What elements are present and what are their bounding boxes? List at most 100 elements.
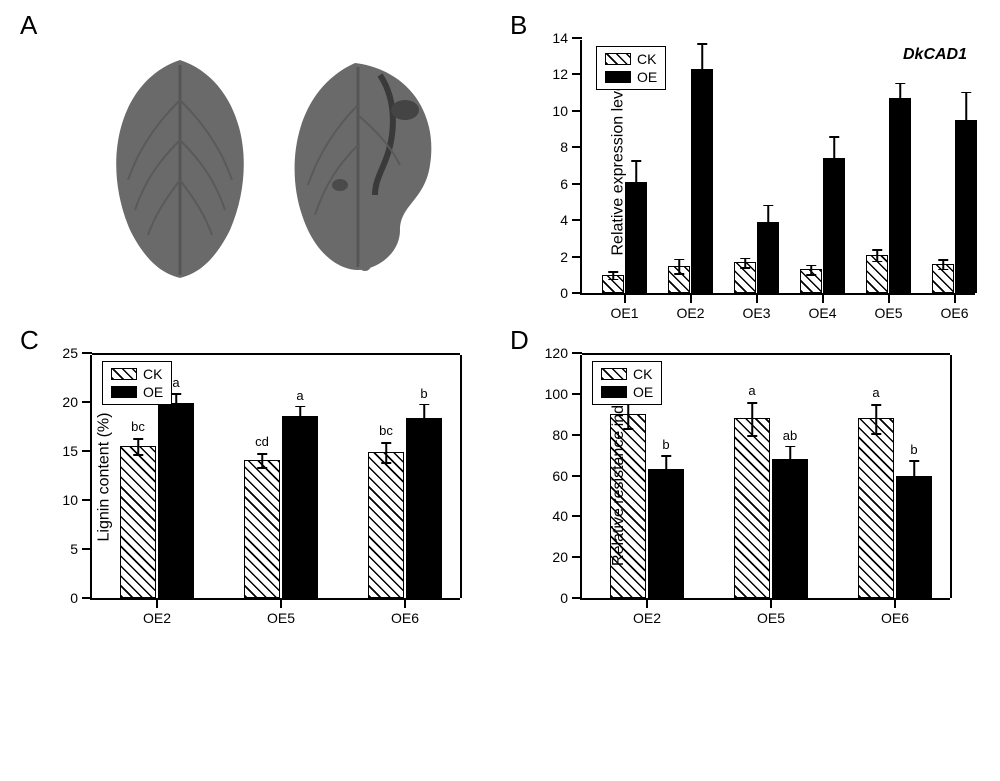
bar-oe [757, 222, 779, 293]
ytick: 100 [572, 393, 582, 395]
bar-ck [668, 266, 690, 293]
ytick: 60 [572, 475, 582, 477]
sig-label: bc [131, 419, 145, 434]
sig-label: b [420, 386, 427, 401]
bar-oe [889, 98, 911, 293]
ylabel-d: Relative resistance index [610, 388, 628, 566]
legend-c: CK OE [102, 361, 172, 405]
ytick: 12 [572, 73, 582, 75]
xtick: OE5 [280, 598, 282, 608]
sig-label: a [296, 388, 303, 403]
chart-d: abaabab Relative resistance index CK OE … [580, 355, 950, 600]
sig-label: cd [255, 434, 269, 449]
ytick: 0 [82, 597, 92, 599]
xtick: OE5 [888, 293, 890, 303]
ytick: 80 [572, 434, 582, 436]
legend-b: CK OE [596, 46, 666, 90]
legend-ck-d: CK [633, 366, 652, 382]
xtick: OE6 [894, 598, 896, 608]
bar-ck [800, 269, 822, 293]
panel-label-c: C [20, 325, 39, 356]
bar-oe [158, 403, 194, 598]
bar-ck [734, 262, 756, 293]
bar-ck [244, 460, 280, 598]
sig-label: a [872, 385, 879, 400]
bar-oe [772, 459, 808, 598]
leaf-row [20, 20, 490, 290]
ytick: 120 [572, 352, 582, 354]
ytick: 0 [572, 292, 582, 294]
swatch-oe-icon [111, 386, 137, 398]
ytick: 20 [572, 556, 582, 558]
bar-ck [368, 452, 404, 598]
bar-oe [896, 476, 932, 599]
chart-c: bcacdabcb Lignin content (%) CK OE 05101… [90, 355, 460, 600]
leaf-right [280, 55, 440, 275]
sig-label: a [748, 383, 755, 398]
bar-ck [734, 418, 770, 598]
ylabel-b: Relative expression level [609, 78, 627, 255]
bar-ck [858, 418, 894, 598]
xtick: OE3 [756, 293, 758, 303]
xtick: OE5 [770, 598, 772, 608]
bar-oe [282, 416, 318, 598]
xtick: OE6 [404, 598, 406, 608]
xtick: OE6 [954, 293, 956, 303]
ytick: 8 [572, 146, 582, 148]
ytick: 5 [82, 548, 92, 550]
panel-label-b: B [510, 10, 527, 41]
sig-label: a [172, 375, 179, 390]
ytick: 0 [572, 597, 582, 599]
bar-oe [406, 418, 442, 598]
legend-oe-d: OE [633, 384, 653, 400]
figure-grid: A [20, 20, 980, 600]
ytick: 6 [572, 183, 582, 185]
panel-label-a: A [20, 10, 37, 41]
xtick: OE2 [690, 293, 692, 303]
xtick: OE2 [646, 598, 648, 608]
bar-ck [866, 255, 888, 293]
ytick: 10 [82, 499, 92, 501]
sig-label: bc [379, 423, 393, 438]
chart-title-b: DkCAD1 [903, 46, 967, 64]
bar-oe [625, 182, 647, 293]
xtick: OE2 [156, 598, 158, 608]
ylabel-c: Lignin content (%) [95, 412, 113, 541]
ytick: 10 [572, 110, 582, 112]
panel-c: C bcacdabcb Lignin content (%) CK OE 051… [20, 335, 490, 600]
panel-b: B Relative expression level CK OE DkCAD1… [510, 20, 980, 295]
xtick: OE4 [822, 293, 824, 303]
legend-ck-b: CK [637, 51, 656, 67]
bar-oe [691, 69, 713, 293]
swatch-oe-icon [601, 386, 627, 398]
panel-d: D abaabab Relative resistance index CK O… [510, 335, 980, 600]
ytick: 2 [572, 256, 582, 258]
chart-b: Relative expression level CK OE DkCAD1 0… [580, 40, 975, 295]
leaf-left [100, 50, 260, 280]
bar-oe [823, 158, 845, 293]
ytick: 40 [572, 515, 582, 517]
xtick: OE1 [624, 293, 626, 303]
sig-label: b [662, 437, 669, 452]
bar-oe [955, 120, 977, 293]
swatch-oe-icon [605, 71, 631, 83]
panel-label-d: D [510, 325, 529, 356]
legend-oe-c: OE [143, 384, 163, 400]
panel-a: A [20, 20, 490, 295]
swatch-ck-icon [601, 368, 627, 380]
legend-ck-c: CK [143, 366, 162, 382]
ytick: 14 [572, 37, 582, 39]
swatch-ck-icon [111, 368, 137, 380]
ytick: 15 [82, 450, 92, 452]
legend-oe-b: OE [637, 69, 657, 85]
legend-d: CK OE [592, 361, 662, 405]
bar-ck [932, 264, 954, 293]
bar-ck [120, 446, 156, 598]
ytick: 4 [572, 219, 582, 221]
swatch-ck-icon [605, 53, 631, 65]
ytick: 20 [82, 401, 92, 403]
sig-label: ab [783, 428, 797, 443]
bar-oe [648, 469, 684, 598]
sig-label: b [910, 442, 917, 457]
bar-ck [602, 275, 624, 293]
